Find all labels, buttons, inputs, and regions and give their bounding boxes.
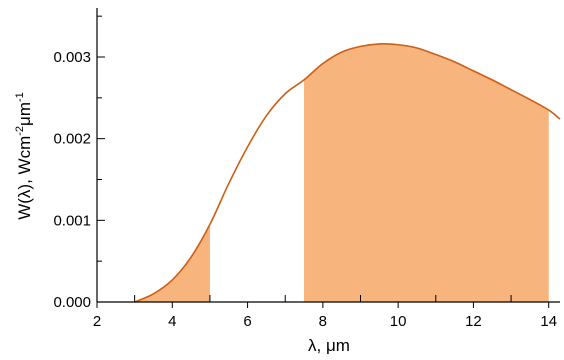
x-ticks: 2 4 6 8 10 12 14 — [93, 295, 557, 330]
series-line — [134, 43, 561, 303]
x-tick-label: 4 — [168, 313, 176, 330]
y-axis-title-main: W(λ), Wcm — [15, 136, 34, 220]
x-tick-label: 10 — [390, 313, 407, 330]
x-tick-label: 8 — [319, 313, 327, 330]
y-tick-label: 0.001 — [53, 212, 91, 229]
y-axis-title-exp2: -1 — [14, 92, 26, 102]
y-tick-label: 0.000 — [53, 294, 91, 311]
x-tick-label: 12 — [465, 313, 482, 330]
x-tick-label: 14 — [540, 313, 557, 330]
y-tick-label: 0.002 — [53, 131, 91, 148]
y-axis-title: W(λ), Wcm-2μm-1 — [14, 92, 34, 220]
x-tick-label: 6 — [243, 313, 251, 330]
plot-fills — [134, 43, 549, 303]
shaded-band-2 — [304, 43, 549, 303]
y-axis-title-exp1: -2 — [14, 126, 26, 136]
y-tick-label: 0.003 — [53, 49, 91, 66]
x-tick-label: 2 — [93, 313, 101, 330]
y-axis-title-mid: μm — [15, 102, 34, 126]
shaded-band-1 — [134, 224, 210, 302]
x-axis-title: λ, μm — [308, 336, 350, 355]
y-ticks: 0.000 0.001 0.002 0.003 — [53, 15, 105, 311]
